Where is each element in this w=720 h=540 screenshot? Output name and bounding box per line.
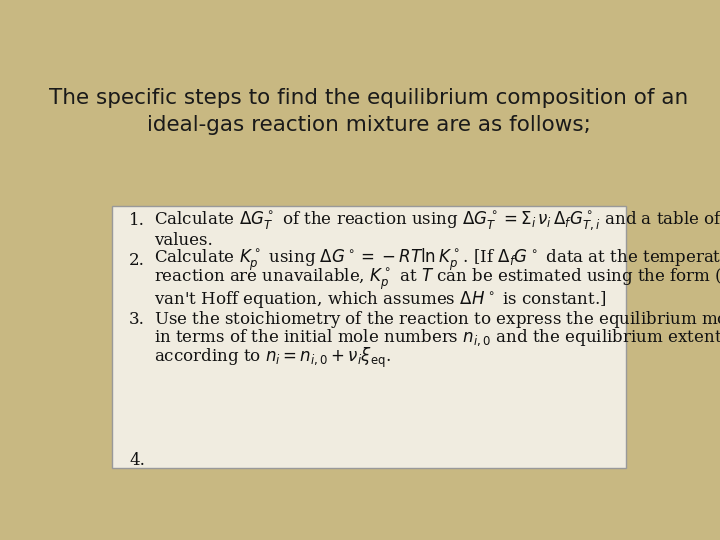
Text: The specific steps to find the equilibrium composition of an: The specific steps to find the equilibri… <box>50 88 688 108</box>
Text: 4.: 4. <box>129 452 145 469</box>
Text: according to $n_i = n_{i,0} + \nu_i\xi_\mathrm{eq}$.: according to $n_i = n_{i,0} + \nu_i\xi_\… <box>154 346 391 370</box>
Text: Calculate $K_p^\circ$ using $\Delta G^\circ = -RT\ln K_p^\circ$. [If $\Delta_f G: Calculate $K_p^\circ$ using $\Delta G^\c… <box>154 247 720 273</box>
Text: 3.: 3. <box>129 310 145 328</box>
Text: in terms of the initial mole numbers $n_{i,0}$ and the equilibrium extent of rea: in terms of the initial mole numbers $n_… <box>154 327 720 351</box>
Text: Use the stoichiometry of the reaction to express the equilibrium mole numbers $n: Use the stoichiometry of the reaction to… <box>154 309 720 330</box>
Text: values.: values. <box>154 232 213 249</box>
Text: reaction are unavailable, $K_p^\circ$ at $T$ can be estimated using the form (6.: reaction are unavailable, $K_p^\circ$ at… <box>154 267 720 292</box>
Text: ideal-gas reaction mixture are as follows;: ideal-gas reaction mixture are as follow… <box>147 115 591 135</box>
Text: van't Hoff equation, which assumes $\Delta H^\circ$ is constant.]: van't Hoff equation, which assumes $\Del… <box>154 289 606 310</box>
Text: 2.: 2. <box>129 252 145 269</box>
Text: 1.: 1. <box>129 212 145 229</box>
FancyBboxPatch shape <box>112 206 626 468</box>
Text: Calculate $\Delta G_T^\circ$ of the reaction using $\Delta G_T^\circ = \Sigma_i\: Calculate $\Delta G_T^\circ$ of the reac… <box>154 210 720 232</box>
